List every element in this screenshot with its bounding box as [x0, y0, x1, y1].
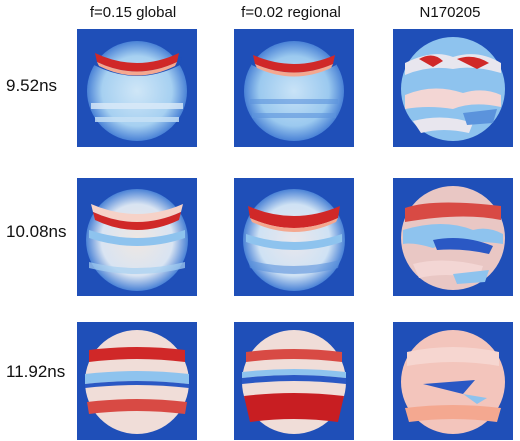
- image-panel-global-row1: [77, 29, 197, 147]
- column-header-model-global: f=0.15 global: [89, 4, 177, 21]
- image-panel-regional-row3: [234, 322, 354, 440]
- row-label-time-1: 9.52ns: [6, 76, 58, 95]
- image-panel-experiment-row2: [393, 178, 513, 296]
- image-panel-regional-row2: [234, 178, 354, 296]
- image-panel-global-row2: [77, 178, 197, 296]
- column-header-experiment: N170205: [419, 4, 481, 21]
- image-panel-regional-row1: [234, 29, 354, 147]
- image-panel-global-row3: [77, 322, 197, 440]
- row-label-time-2: 10.08ns: [6, 222, 67, 241]
- image-panel-experiment-row3: [393, 322, 513, 440]
- row-label-time-3: 11.92ns: [6, 362, 66, 381]
- column-header-model-regional: f=0.02 regional: [241, 4, 341, 21]
- image-panel-experiment-row1: [393, 29, 513, 147]
